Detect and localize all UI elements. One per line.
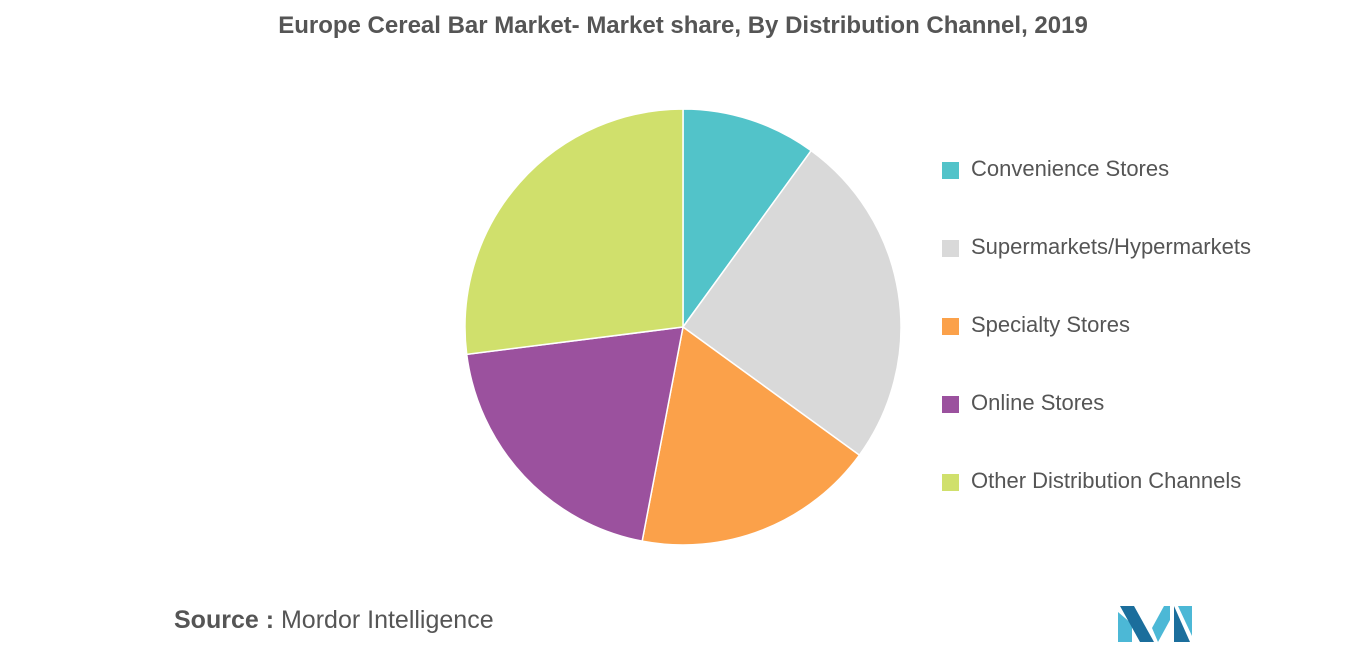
pie-slice-online-stores — [465, 326, 684, 543]
legend-item: Supermarkets/Hypermarkets — [942, 234, 1251, 312]
pie-slice-other-distribution-channels — [464, 108, 684, 356]
source-note: Source : Mordor Intelligence — [174, 606, 494, 635]
chart-title: Europe Cereal Bar Market- Market share, … — [278, 12, 1088, 39]
legend-label: Convenience Stores — [971, 156, 1170, 181]
legend-item: Other Distribution Channels — [942, 468, 1251, 546]
source-text: Mordor Intelligence — [280, 606, 494, 634]
pie-slice-supermarkets-hypermarkets — [681, 149, 902, 457]
legend-swatch — [942, 318, 959, 335]
legend-item: Online Stores — [942, 390, 1251, 468]
chart-legend: Convenience Stores Supermarkets/Hypermark… — [942, 156, 1251, 546]
legend-item: Convenience Stores — [942, 156, 1251, 234]
legend-swatch — [942, 396, 959, 413]
mordor-intelligence-logo-icon — [1118, 606, 1192, 642]
legend-label: Specialty Stores — [971, 312, 1130, 337]
pie-slice-convenience-stores — [682, 108, 813, 330]
pie-slice-specialty-stores — [641, 325, 861, 546]
legend-label: Other Distribution Channels — [971, 468, 1242, 493]
legend-swatch — [942, 474, 959, 491]
legend-swatch — [942, 240, 959, 257]
legend-label: Supermarkets/Hypermarkets — [971, 234, 1251, 259]
legend-item: Specialty Stores — [942, 312, 1251, 390]
legend-label: Online Stores — [971, 390, 1105, 415]
source-label: Source : — [174, 606, 275, 634]
legend-swatch — [942, 162, 959, 179]
